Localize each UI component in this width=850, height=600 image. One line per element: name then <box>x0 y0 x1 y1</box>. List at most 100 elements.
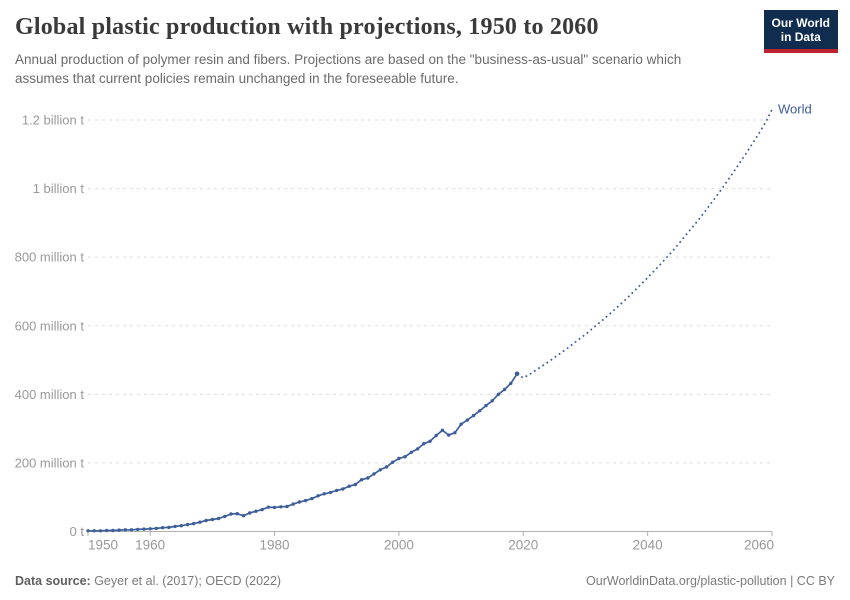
data-point-marker[interactable] <box>471 413 476 418</box>
data-point-marker[interactable] <box>192 521 196 526</box>
data-point-marker[interactable] <box>422 442 426 446</box>
data-point-marker[interactable] <box>136 527 140 532</box>
data-point-marker[interactable] <box>353 482 358 487</box>
data-point-marker[interactable] <box>266 505 270 509</box>
x-axis-tick-label: 1980 <box>260 538 290 553</box>
data-point-marker[interactable] <box>359 478 364 482</box>
data-point-marker[interactable] <box>415 447 420 451</box>
data-point-marker[interactable] <box>241 514 246 518</box>
data-point-marker[interactable] <box>235 512 239 516</box>
data-point-marker[interactable] <box>434 433 438 438</box>
owid-logo-line1: Our World <box>771 16 830 30</box>
y-axis-tick-label: 1 billion t <box>33 181 85 196</box>
data-point-marker[interactable] <box>148 527 152 531</box>
data-source-note: Data source: Geyer et al. (2017); OECD (… <box>15 574 281 588</box>
x-axis-tick-label: 2040 <box>633 538 663 553</box>
data-point-marker[interactable] <box>397 456 401 461</box>
owid-logo-line2: in Data <box>780 30 821 44</box>
data-point-marker[interactable] <box>322 492 326 496</box>
data-point-marker[interactable] <box>447 433 451 437</box>
data-point-marker[interactable] <box>310 496 314 501</box>
data-point-marker[interactable] <box>204 518 208 523</box>
data-point-marker[interactable] <box>185 522 190 527</box>
data-point-marker[interactable] <box>509 381 513 386</box>
x-axis-tick-label: 2020 <box>508 538 538 553</box>
data-point-marker[interactable] <box>260 507 264 512</box>
y-axis-tick-label: 600 million t <box>15 318 85 333</box>
data-point-marker[interactable] <box>86 529 90 533</box>
chart-area[interactable]: 0 t 200 million t 400 million t 600 million… <box>0 95 850 565</box>
data-point-marker[interactable] <box>248 511 252 515</box>
x-axis-tick-label: 1950 <box>88 538 118 553</box>
data-point-marker[interactable] <box>223 514 227 519</box>
data-point-marker[interactable] <box>129 528 134 532</box>
data-point-marker[interactable] <box>384 465 389 469</box>
data-point-marker[interactable] <box>123 528 128 532</box>
data-point-marker[interactable] <box>154 526 159 531</box>
data-point-marker[interactable] <box>179 524 183 528</box>
license-label: CC BY <box>796 574 835 588</box>
data-point-marker[interactable] <box>254 509 258 513</box>
data-point-marker[interactable] <box>328 490 333 495</box>
y-axis-tick-label: 400 million t <box>15 387 85 402</box>
footer-right: OurWorldinData.org/plastic-pollution | C… <box>586 574 835 588</box>
data-source-label: Data source: <box>15 574 91 588</box>
data-point-marker[interactable] <box>403 455 407 459</box>
history-line[interactable] <box>88 373 518 532</box>
data-point-marker[interactable] <box>341 487 345 491</box>
chart-subtitle: Annual production of polymer resin and f… <box>15 52 682 86</box>
data-point-marker[interactable] <box>98 529 103 533</box>
projection-line[interactable] <box>516 109 773 379</box>
data-point-marker[interactable] <box>335 488 339 493</box>
data-point-marker[interactable] <box>105 528 109 533</box>
data-source-value: Geyer et al. (2017); OECD (2022) <box>90 574 282 588</box>
owid-url-link[interactable]: OurWorldinData.org/plastic-pollution <box>586 574 787 588</box>
y-axis-tick-label: 800 million t <box>15 250 85 265</box>
data-point-marker[interactable] <box>167 525 171 530</box>
data-point-marker[interactable] <box>303 498 308 503</box>
y-axis-tick-label: 200 million t <box>15 455 85 470</box>
data-point-marker[interactable] <box>285 504 289 509</box>
data-point-marker[interactable] <box>111 528 115 533</box>
data-point-marker[interactable] <box>428 439 432 443</box>
data-point-marker[interactable] <box>453 431 457 435</box>
y-axis-tick-label: 0 t <box>70 524 85 539</box>
data-point-marker[interactable] <box>198 520 202 524</box>
data-point-marker[interactable] <box>366 476 370 480</box>
footer-separator: | <box>786 574 797 588</box>
data-point-marker[interactable] <box>272 505 277 510</box>
data-point-marker[interactable] <box>297 500 302 504</box>
chart-canvas[interactable]: 0 t 200 million t 400 million t 600 million… <box>0 95 850 565</box>
data-point-marker[interactable] <box>142 527 146 531</box>
data-point-marker[interactable] <box>409 450 413 454</box>
series-entity-label[interactable]: World <box>778 101 812 116</box>
data-point-marker[interactable] <box>478 409 482 413</box>
data-point-marker[interactable] <box>502 387 507 392</box>
data-point-marker[interactable] <box>229 512 233 516</box>
x-axis-tick-label: 2000 <box>384 538 414 553</box>
data-point-marker[interactable] <box>440 428 445 432</box>
data-point-marker[interactable] <box>391 460 395 464</box>
data-point-marker[interactable] <box>117 528 121 532</box>
data-point-marker[interactable] <box>465 418 469 422</box>
data-point-marker[interactable] <box>92 529 96 533</box>
data-point-marker[interactable] <box>490 399 494 403</box>
data-point-marker[interactable] <box>378 468 382 472</box>
data-point-marker[interactable] <box>173 524 177 529</box>
chart-header: Global plastic production with projectio… <box>15 14 755 88</box>
data-point-marker[interactable] <box>279 505 283 509</box>
data-point-marker[interactable] <box>347 484 351 488</box>
data-point-marker[interactable] <box>291 502 295 506</box>
chart-footer: Data source: Geyer et al. (2017); OECD (… <box>15 574 835 588</box>
data-point-marker[interactable] <box>316 494 320 498</box>
data-point-marker[interactable] <box>484 403 488 408</box>
x-axis-tick-label: 2060 <box>744 538 774 553</box>
data-point-marker[interactable] <box>496 392 501 396</box>
data-point-marker[interactable] <box>459 422 463 426</box>
data-point-marker[interactable] <box>210 517 215 522</box>
data-point-marker[interactable] <box>216 516 221 521</box>
data-point-marker[interactable] <box>160 526 165 530</box>
data-point-marker[interactable] <box>372 472 376 476</box>
owid-logo[interactable]: Our World in Data <box>763 10 838 53</box>
